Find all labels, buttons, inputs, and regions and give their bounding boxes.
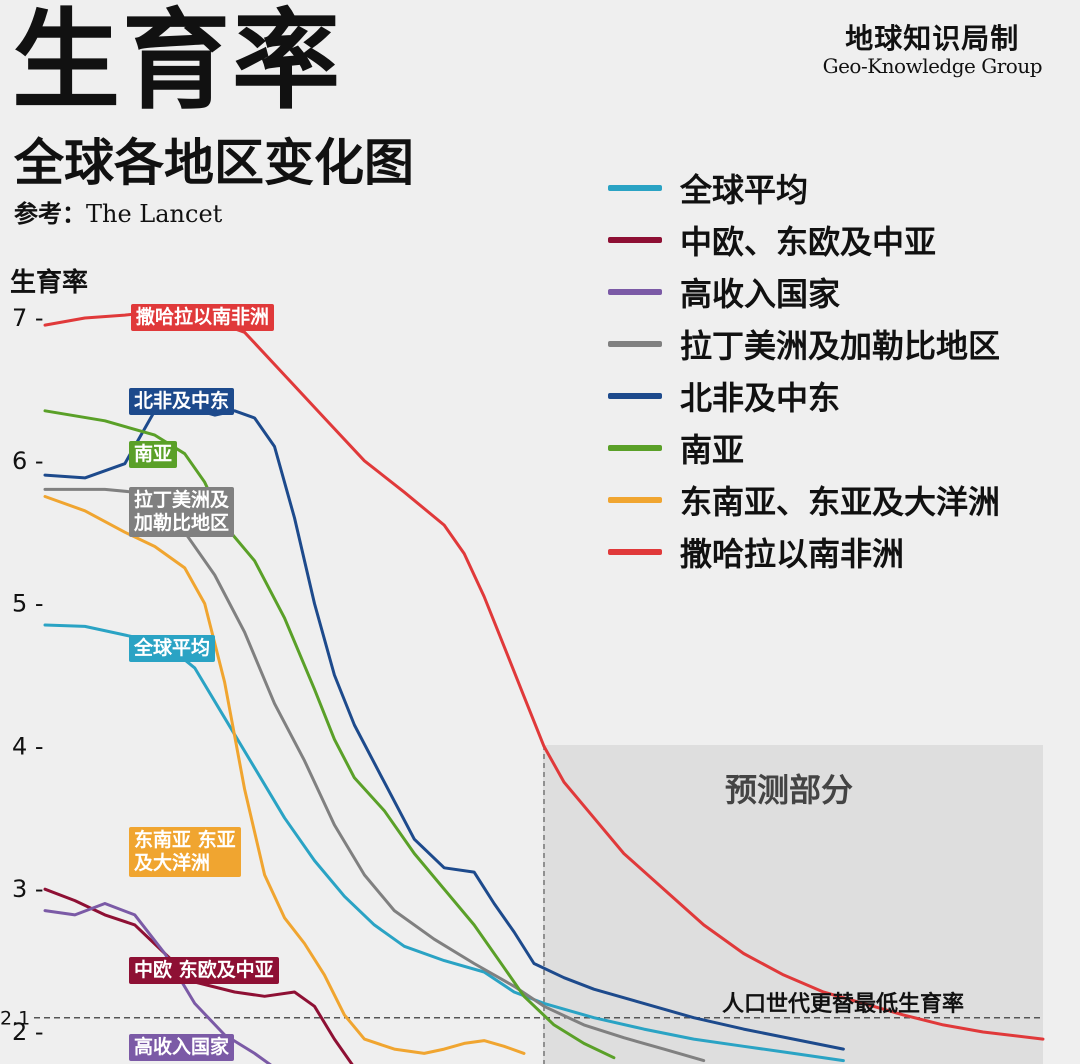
inline-label-东南亚-东亚: 东南亚 东亚 及大洋洲	[129, 827, 241, 877]
inline-label-text: 中欧 东欧及中亚	[134, 959, 274, 981]
legend-item-中欧-东欧及中亚: 中欧、东欧及中亚	[608, 214, 1000, 266]
forecast-label: 预测部分	[725, 771, 854, 809]
legend-swatch	[608, 341, 662, 347]
inline-label-text: 南亚	[134, 443, 173, 465]
series-line-南亚	[43, 409, 616, 1060]
inline-label-南亚: 南亚	[129, 441, 178, 468]
legend-item-南亚: 南亚	[608, 422, 1000, 474]
reference-source: The Lancet	[86, 200, 223, 228]
inline-label-全球平均: 全球平均	[129, 635, 216, 662]
legend-label: 北非及中东	[680, 379, 841, 417]
inline-label-中欧-东欧及中亚: 中欧 东欧及中亚	[129, 957, 279, 984]
inline-label-text-2: 及大洋洲	[134, 851, 211, 874]
legend-item-高收入国家: 高收入国家	[608, 266, 1000, 318]
series-line-高收入国家	[43, 902, 272, 1064]
y-tick-label-2: 2 -	[12, 1018, 44, 1046]
legend: 全球平均中欧、东欧及中亚 高收入国家拉丁美洲及加勒比地区 北非及中东南亚东南亚、东亚…	[608, 162, 1000, 578]
legend-swatch	[608, 445, 662, 451]
inline-label-拉丁美洲及: 拉丁美洲及 加勒比地区	[129, 487, 235, 537]
replacement-rate-tick: 2.1	[0, 1008, 30, 1030]
reference-label: 参考：	[14, 200, 86, 228]
legend-item-北非及中东: 北非及中东	[608, 370, 1000, 422]
y-tick-label-3: 3 -	[12, 875, 44, 903]
chart-title: 生育率	[12, 0, 343, 124]
legend-swatch	[608, 289, 662, 295]
legend-label: 南亚	[680, 431, 745, 469]
legend-label: 高收入国家	[680, 275, 841, 313]
legend-swatch	[608, 393, 662, 399]
brand-name-cn: 地球知识局制	[845, 22, 1020, 55]
inline-label-text: 撒哈拉以南非洲	[136, 306, 270, 328]
inline-label-撒哈拉以南非洲: 撒哈拉以南非洲	[131, 304, 275, 331]
y-tick-label-5: 5 -	[12, 590, 44, 618]
legend-label: 中欧、东欧及中亚	[680, 223, 937, 261]
inline-label-text: 北非及中东	[134, 390, 230, 412]
y-axis-label: 生育率	[10, 268, 89, 298]
legend-item-全球平均: 全球平均	[608, 162, 1000, 214]
chart-subtitle: 全球各地区变化图	[14, 134, 414, 192]
legend-swatch	[608, 497, 662, 503]
inline-label-高收入国家: 高收入国家	[129, 1034, 235, 1061]
inline-label-text-2: 加勒比地区	[134, 511, 230, 534]
y-tick-label-4: 4 -	[12, 732, 44, 760]
legend-label: 全球平均	[680, 171, 809, 209]
legend-item-东南亚-东亚及大洋洲: 东南亚、东亚及大洋洲	[608, 474, 1000, 526]
legend-label: 拉丁美洲及加勒比地区	[680, 327, 1001, 365]
legend-label: 东南亚、东亚及大洋洲	[680, 483, 1001, 521]
inline-label-text: 拉丁美洲及	[134, 489, 230, 511]
brand-name-en: Geo-Knowledge Group	[822, 53, 1043, 78]
legend-swatch	[608, 185, 662, 191]
legend-item-拉丁美洲及加勒比地区: 拉丁美洲及加勒比地区	[608, 318, 1000, 370]
y-tick-label-7: 7 -	[12, 304, 44, 332]
series-line-中欧-东欧及中亚	[43, 887, 354, 1064]
legend-swatch	[608, 237, 662, 243]
forecast-region	[543, 745, 1043, 1064]
legend-swatch	[608, 549, 662, 555]
inline-label-北非及中东: 北非及中东	[129, 388, 235, 415]
inline-label-text: 高收入国家	[134, 1036, 230, 1058]
y-tick-label-6: 6 -	[12, 447, 44, 475]
brand-logo: 地球知识局制 Geo-Knowledge Group	[822, 22, 1043, 78]
replacement-rate-label: 人口世代更替最低生育率	[722, 992, 965, 1017]
reference-line: 参考：The Lancet	[14, 202, 222, 226]
legend-label: 撒哈拉以南非洲	[680, 535, 905, 573]
series-line-东南亚-东亚及大洋洲	[43, 495, 526, 1055]
legend-item-撒哈拉以南非洲: 撒哈拉以南非洲	[608, 526, 1000, 578]
inline-label-text: 全球平均	[134, 637, 211, 659]
inline-label-text: 东南亚 东亚	[134, 829, 236, 851]
